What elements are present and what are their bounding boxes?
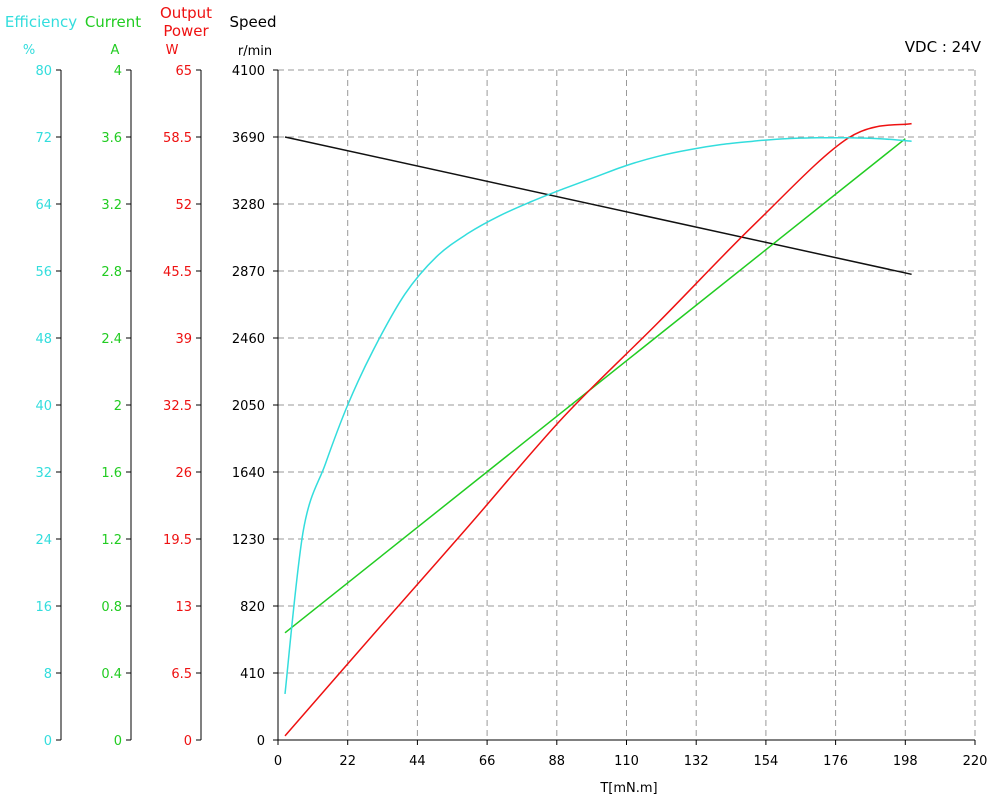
x-tick-label: 22 xyxy=(339,754,356,769)
speed-tick-label: 820 xyxy=(240,600,265,615)
x-tick-label: 0 xyxy=(274,754,282,769)
efficiency-curve xyxy=(284,136,912,694)
x-tick-label: 220 xyxy=(963,754,988,769)
current-curve xyxy=(284,138,906,634)
current-tick-label: 0.4 xyxy=(101,667,122,682)
x-tick-label: 198 xyxy=(893,754,918,769)
efficiency-tick-label: 32 xyxy=(35,466,52,481)
current-tick-label: 3.6 xyxy=(101,131,122,146)
efficiency-tick-label: 56 xyxy=(35,265,52,280)
power-tick-label: 6.5 xyxy=(171,667,192,682)
current-tick-label: 4 xyxy=(114,64,122,79)
current-axis-title: Current xyxy=(85,13,141,31)
x-tick-label: 154 xyxy=(753,754,778,769)
speed-tick-label: 2460 xyxy=(232,332,265,347)
x-tick-label: 176 xyxy=(823,754,848,769)
speed-tick-label: 1230 xyxy=(232,533,265,548)
x-tick-label: 132 xyxy=(684,754,709,769)
series xyxy=(284,122,912,737)
power-tick-label: 26 xyxy=(175,466,192,481)
current-tick-label: 2 xyxy=(114,399,122,414)
efficiency-tick-label: 48 xyxy=(35,332,52,347)
current-axis-unit: A xyxy=(111,43,120,58)
power-axis-title-line2: Power xyxy=(163,22,209,40)
efficiency-tick-label: 16 xyxy=(35,600,52,615)
power-tick-label: 52 xyxy=(175,198,192,213)
speed-tick-label: 1640 xyxy=(232,466,265,481)
speed-axis-title: Speed xyxy=(229,13,276,31)
axes: 0 22 44 66 88 110 132 154 176 198 2208072645648403… xyxy=(35,64,987,769)
power-tick-label: 32.5 xyxy=(163,399,192,414)
speed-tick-label: 4100 xyxy=(232,64,265,79)
current-tick-label: 3.2 xyxy=(101,198,122,213)
speed-tick-label: 2050 xyxy=(232,399,265,414)
current-tick-label: 1.6 xyxy=(101,466,122,481)
efficiency-tick-label: 80 xyxy=(35,64,52,79)
efficiency-tick-label: 72 xyxy=(35,131,52,146)
efficiency-axis-unit: % xyxy=(23,43,35,58)
speed-tick-label: 410 xyxy=(240,667,265,682)
power-tick-label: 13 xyxy=(175,600,192,615)
speed-tick-label: 3280 xyxy=(232,198,265,213)
speed-axis-unit: r/min xyxy=(238,44,272,59)
power-tick-label: 45.5 xyxy=(163,265,192,280)
speed-curve xyxy=(284,136,912,276)
current-tick-label: 2.8 xyxy=(101,265,122,280)
power-tick-label: 0 xyxy=(184,734,192,749)
power-axis-unit: W xyxy=(166,43,179,58)
efficiency-tick-label: 40 xyxy=(35,399,52,414)
power-tick-label: 65 xyxy=(175,64,192,79)
speed-tick-label: 3690 xyxy=(232,131,265,146)
power-axis-title-line1: Output xyxy=(160,4,212,22)
power-tick-label: 39 xyxy=(175,332,192,347)
current-tick-label: 2.4 xyxy=(101,332,122,347)
power-tick-label: 58.5 xyxy=(163,131,192,146)
current-tick-label: 0.8 xyxy=(101,600,122,615)
power-curve xyxy=(284,122,912,737)
x-tick-label: 44 xyxy=(409,754,426,769)
vdc-note: VDC : 24V xyxy=(905,38,982,56)
power-tick-label: 19.5 xyxy=(163,533,192,548)
efficiency-tick-label: 0 xyxy=(44,734,52,749)
speed-tick-label: 0 xyxy=(257,734,265,749)
x-tick-label: 110 xyxy=(614,754,639,769)
speed-tick-label: 2870 xyxy=(232,265,265,280)
efficiency-tick-label: 64 xyxy=(35,198,52,213)
efficiency-axis-title: Efficiency xyxy=(5,13,77,31)
current-tick-label: 0 xyxy=(114,734,122,749)
grid xyxy=(278,69,976,740)
efficiency-tick-label: 24 xyxy=(35,533,52,548)
x-tick-label: 88 xyxy=(549,754,566,769)
current-tick-label: 1.2 xyxy=(101,533,122,548)
x-tick-label: 66 xyxy=(479,754,496,769)
efficiency-tick-label: 8 xyxy=(44,667,52,682)
x-axis-label: T[mN.m] xyxy=(599,781,657,796)
